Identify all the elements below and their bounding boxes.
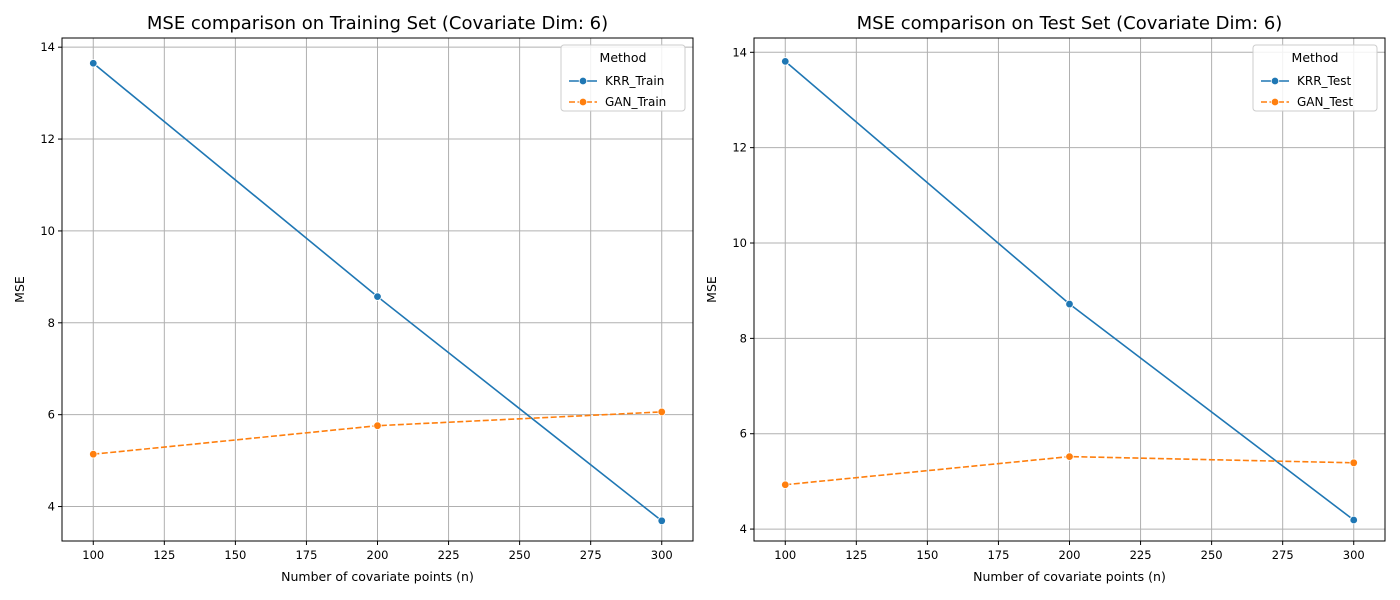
plot-area-frame bbox=[753, 37, 1386, 542]
data-point bbox=[657, 516, 666, 525]
chart-title: MSE comparison on Test Set (Covariate Di… bbox=[857, 13, 1283, 34]
x-axis-label: Number of covariate points (n) bbox=[973, 569, 1166, 584]
x-tick-label: 125 bbox=[153, 548, 175, 562]
legend-marker bbox=[1270, 97, 1280, 107]
data-point bbox=[781, 480, 790, 489]
legend-frame bbox=[560, 44, 686, 112]
y-tick-label: 14 bbox=[732, 45, 747, 59]
data-point bbox=[373, 292, 382, 301]
y-tick-label: 10 bbox=[732, 236, 747, 250]
legend-marker bbox=[578, 97, 588, 107]
data-point bbox=[1065, 299, 1074, 309]
y-tick-label: 6 bbox=[740, 427, 747, 441]
gridlines bbox=[754, 38, 1385, 541]
y-tick-label: 4 bbox=[740, 522, 747, 536]
x-tick-label: 250 bbox=[509, 548, 531, 562]
x-tick-label: 100 bbox=[82, 548, 104, 562]
x-tick-label: 300 bbox=[651, 548, 673, 562]
y-axis-label: MSE bbox=[704, 276, 719, 303]
y-tick-label: 12 bbox=[732, 141, 747, 155]
x-tick-label: 225 bbox=[1130, 548, 1152, 562]
gridlines bbox=[62, 38, 693, 541]
x-axis-label: Number of covariate points (n) bbox=[281, 569, 474, 584]
legend-entry-label: KRR_Test bbox=[1297, 74, 1351, 88]
x-tick-label: 100 bbox=[774, 548, 796, 562]
y-tick-label: 14 bbox=[40, 40, 55, 54]
x-tick-label: 150 bbox=[916, 548, 938, 562]
legend-title: Method bbox=[1292, 50, 1339, 65]
legend-entry-label: GAN_Test bbox=[1297, 95, 1353, 109]
data-point bbox=[89, 449, 98, 459]
data-point bbox=[657, 407, 666, 417]
x-tick-label: 225 bbox=[438, 548, 460, 562]
legend: Method KRR_Train GAN_Train bbox=[560, 44, 686, 112]
chart-test-set: 100 125 150 175 200 225 250 275 300 4 6 8 10 12 14 MSE … bbox=[704, 13, 1386, 584]
y-axis-label: MSE bbox=[12, 276, 27, 303]
x-tick-label: 200 bbox=[367, 548, 389, 562]
y-tick-label: 10 bbox=[40, 224, 55, 238]
y-tick-label: 4 bbox=[48, 500, 55, 514]
x-tick-label: 125 bbox=[845, 548, 867, 562]
x-tick-label: 175 bbox=[295, 548, 317, 562]
legend-entry-label: GAN_Train bbox=[605, 95, 666, 109]
y-tick-label: 6 bbox=[48, 408, 55, 422]
x-tick-label: 300 bbox=[1343, 548, 1365, 562]
data-point bbox=[781, 57, 790, 66]
y-tick-label: 12 bbox=[40, 132, 55, 146]
x-tick-label: 275 bbox=[580, 548, 602, 562]
x-tick-label: 275 bbox=[1272, 548, 1294, 562]
data-point bbox=[89, 59, 98, 68]
chart-title: MSE comparison on Training Set (Covariat… bbox=[147, 13, 608, 34]
data-point bbox=[373, 421, 382, 430]
legend-frame bbox=[1252, 44, 1378, 112]
x-tick-label: 175 bbox=[987, 548, 1009, 562]
data-point bbox=[1065, 452, 1074, 461]
y-tick-label: 8 bbox=[740, 331, 747, 345]
legend-entry-label: KRR_Train bbox=[605, 74, 664, 88]
legend-title: Method bbox=[600, 50, 647, 65]
legend: Method KRR_Test GAN_Test bbox=[1252, 44, 1378, 112]
plot-area-frame bbox=[61, 37, 694, 542]
y-tick-label: 8 bbox=[48, 316, 55, 330]
chart-training-set: 100 125 150 175 200 225 250 275 300 4 6 8 10 12 14 MSE … bbox=[12, 13, 694, 584]
x-tick-label: 150 bbox=[224, 548, 246, 562]
legend-marker bbox=[1270, 76, 1280, 86]
legend-marker bbox=[578, 76, 588, 86]
x-tick-label: 250 bbox=[1201, 548, 1223, 562]
data-point bbox=[1349, 515, 1358, 525]
data-point bbox=[1349, 458, 1358, 468]
x-tick-label: 200 bbox=[1059, 548, 1081, 562]
